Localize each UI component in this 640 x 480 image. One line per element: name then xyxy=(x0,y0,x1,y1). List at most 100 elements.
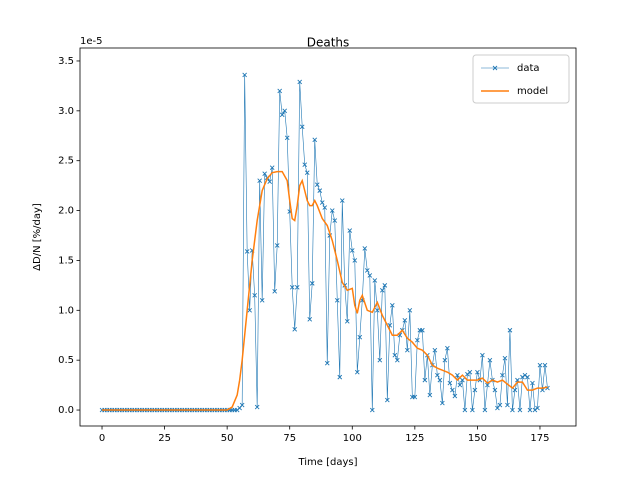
data-marker xyxy=(284,135,290,141)
data-marker xyxy=(420,327,425,333)
data-marker xyxy=(257,178,262,183)
data-marker xyxy=(294,285,300,290)
data-marker xyxy=(269,165,275,171)
data-marker xyxy=(239,402,245,408)
data-marker xyxy=(475,369,480,375)
data-marker xyxy=(352,258,358,263)
y-tick-label: 3.5 xyxy=(58,56,74,67)
x-tick-label: 125 xyxy=(405,433,424,444)
data-marker xyxy=(324,360,330,366)
data-marker xyxy=(339,198,345,203)
data-marker xyxy=(292,326,298,332)
x-tick-label: 150 xyxy=(468,433,487,444)
y-tick-label: 0.0 xyxy=(58,405,74,416)
data-marker xyxy=(244,249,250,254)
data-marker xyxy=(272,289,278,294)
data-marker xyxy=(369,407,375,413)
data-marker xyxy=(337,374,343,380)
data-marker xyxy=(252,293,257,298)
data-marker xyxy=(262,171,268,176)
data-marker xyxy=(412,394,418,400)
data-marker xyxy=(364,268,370,273)
data-marker xyxy=(460,377,465,383)
data-marker xyxy=(402,317,408,323)
y-tick-label: 1.5 xyxy=(58,255,74,266)
data-marker xyxy=(427,392,433,398)
legend: data model xyxy=(472,54,570,104)
x-tick-label: 175 xyxy=(530,433,549,444)
y-tick-label: 1.0 xyxy=(58,305,74,316)
data-marker xyxy=(309,281,315,286)
data-marker xyxy=(282,108,288,114)
data-marker xyxy=(512,387,518,393)
data-marker xyxy=(405,347,410,353)
axes-frame xyxy=(79,47,577,427)
y-tick-label: 0.5 xyxy=(58,355,74,366)
data-marker xyxy=(517,407,523,413)
data-marker xyxy=(500,372,505,378)
data-marker xyxy=(377,357,383,363)
data-marker xyxy=(304,170,310,175)
y-axis-label: ΔD/N [%/day] xyxy=(32,203,43,271)
data-marker xyxy=(487,357,493,363)
data-marker xyxy=(247,307,252,313)
data-marker xyxy=(510,407,515,413)
data-marker xyxy=(312,137,318,143)
data-marker xyxy=(314,182,320,187)
data-marker xyxy=(317,188,323,193)
chart-title: Deaths xyxy=(307,36,350,50)
data-marker xyxy=(442,357,448,363)
data-marker xyxy=(334,298,340,303)
x-tick-label: 0 xyxy=(99,433,105,444)
legend-label: data xyxy=(517,63,540,74)
x-tick-label: 25 xyxy=(158,433,171,444)
data-marker xyxy=(279,112,285,118)
x-tick-label: 75 xyxy=(283,433,296,444)
data-marker xyxy=(472,387,478,393)
data-marker xyxy=(407,307,413,313)
data-marker xyxy=(299,124,305,130)
data-marker xyxy=(395,357,400,363)
data-marker xyxy=(485,382,490,388)
data-marker xyxy=(482,407,488,413)
data-marker xyxy=(362,246,368,251)
data-marker xyxy=(277,88,283,94)
data-marker xyxy=(242,72,247,78)
x-axis-label: Time [days] xyxy=(297,457,357,468)
legend-marker xyxy=(492,65,498,71)
data-marker xyxy=(445,345,450,351)
series-line xyxy=(102,170,548,411)
data-marker xyxy=(415,337,420,343)
data-marker xyxy=(347,228,353,233)
data-marker xyxy=(372,278,378,283)
data-marker xyxy=(289,285,295,290)
data-marker xyxy=(435,372,440,378)
data-marker xyxy=(542,362,548,368)
data-marker xyxy=(332,218,338,223)
data-marker xyxy=(505,402,510,408)
data-marker xyxy=(379,288,385,293)
data-marker xyxy=(329,208,335,213)
data-marker xyxy=(497,402,503,408)
data-marker xyxy=(525,374,530,380)
data-marker xyxy=(492,387,498,393)
data-marker xyxy=(452,393,458,399)
data-marker xyxy=(432,347,438,353)
data-marker xyxy=(344,318,350,324)
y-tick-label: 2.5 xyxy=(58,156,74,167)
y-tick-label: 2.0 xyxy=(58,206,74,217)
data-marker xyxy=(274,243,280,248)
data-marker xyxy=(267,179,273,184)
data-marker xyxy=(382,283,388,288)
data-marker xyxy=(480,352,485,358)
data-marker xyxy=(447,380,453,386)
data-marker xyxy=(457,382,463,388)
series-line xyxy=(102,74,548,411)
data-marker xyxy=(537,362,543,368)
data-marker xyxy=(437,377,443,383)
y-offset-label: 1e-5 xyxy=(80,36,103,47)
data-marker xyxy=(307,316,313,322)
data-marker xyxy=(297,79,303,85)
data-marker xyxy=(389,303,395,308)
